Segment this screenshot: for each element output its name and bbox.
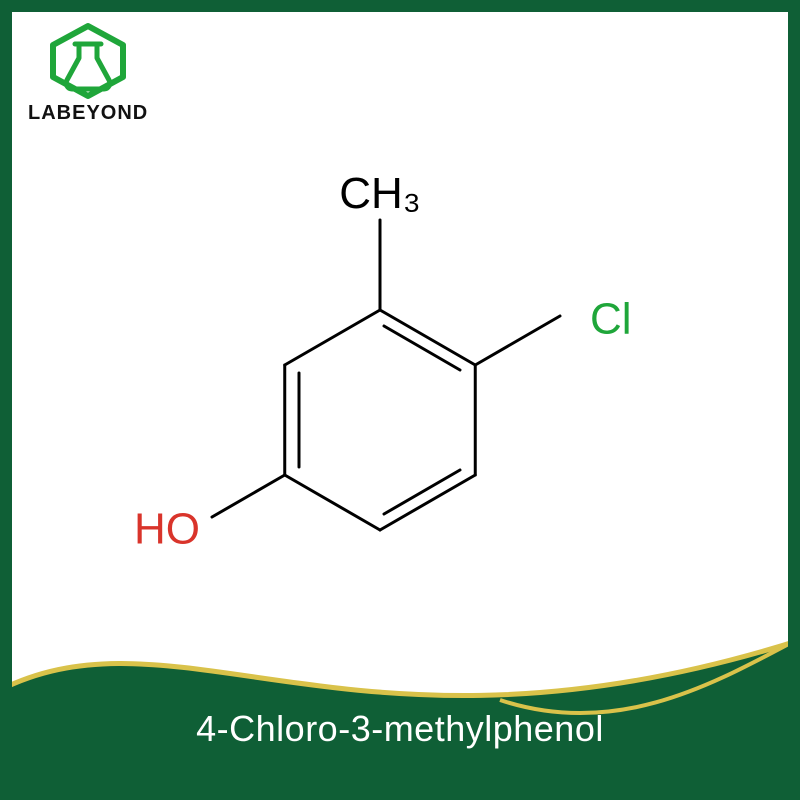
label-hydroxyl: HO [134, 505, 200, 554]
logo-hexagon-icon [43, 22, 133, 100]
brand-name: LABEYOND [28, 102, 148, 125]
label-chlorine: Cl [590, 295, 632, 344]
label-methyl: CH₃ [339, 169, 420, 218]
bottom-wave [0, 580, 800, 800]
brand-logo: LABEYOND [28, 22, 148, 125]
compound-name: 4-Chloro-3-methylphenol [0, 708, 800, 750]
molecule-diagram: CH₃ Cl HO [120, 160, 680, 580]
